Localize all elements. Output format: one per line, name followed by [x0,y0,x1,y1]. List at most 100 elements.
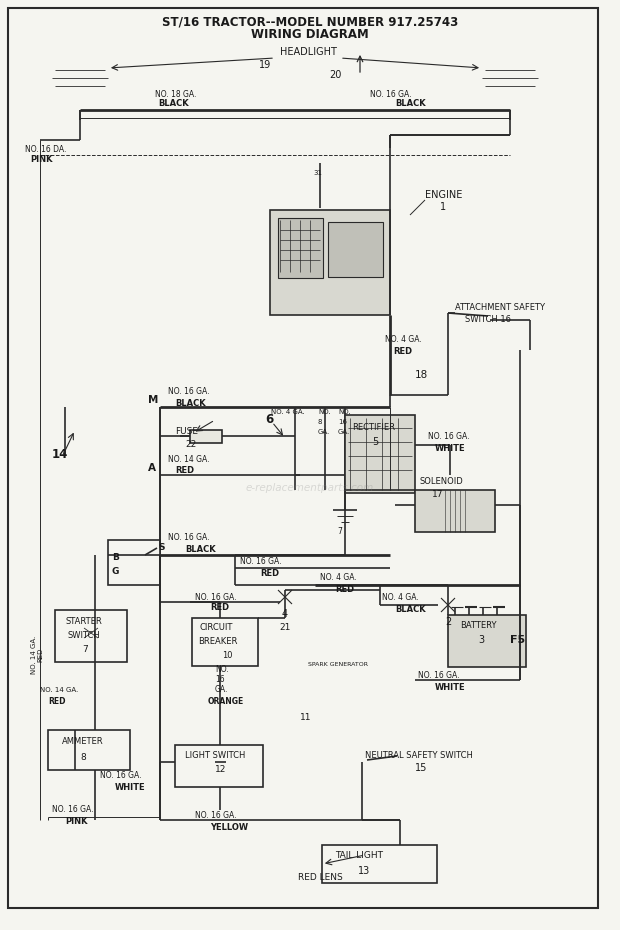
Ellipse shape [480,62,540,94]
Text: 8: 8 [80,752,86,762]
Text: SOLENOID: SOLENOID [420,477,464,486]
Bar [190,430,222,443]
Bar [108,540,160,585]
Text: 3: 3 [478,635,484,645]
Text: NO. 4 GA.: NO. 4 GA. [385,336,422,344]
Text: AMMETER: AMMETER [62,737,104,747]
Text: CIRCUIT: CIRCUIT [200,623,233,632]
Text: 4: 4 [282,609,288,619]
Text: 31: 31 [314,170,322,176]
Text: ENGINE: ENGINE [425,190,463,200]
Text: BATTERY: BATTERY [460,621,497,631]
Text: RED: RED [210,604,229,613]
Circle shape [397,757,407,767]
Text: WHITE: WHITE [435,445,466,454]
Text: NO. 14 GA.: NO. 14 GA. [40,687,78,693]
Text: 19: 19 [259,60,271,70]
Text: 14: 14 [52,448,68,461]
Bar [192,618,258,666]
Text: NO. 16 DA.: NO. 16 DA. [25,145,66,154]
Text: FUSE: FUSE [175,428,198,436]
Text: 12: 12 [215,765,226,775]
Text: NO. 16 GA.: NO. 16 GA. [428,432,469,442]
Bar [448,615,526,667]
Polygon shape [488,94,532,110]
Text: GA.: GA. [318,429,330,435]
Text: 1: 1 [440,202,446,212]
Text: ORANGE: ORANGE [208,698,244,707]
Text: 8: 8 [318,419,322,425]
Text: SPARK GENERATOR: SPARK GENERATOR [308,662,368,668]
Text: PINK: PINK [30,155,53,165]
Text: 10: 10 [222,650,232,659]
Text: NO. 4 GA.: NO. 4 GA. [271,409,305,415]
Bar [328,222,383,277]
Text: NO. 16 GA.: NO. 16 GA. [195,592,236,602]
Text: NO. 16 GA.: NO. 16 GA. [418,671,459,680]
Text: 16: 16 [338,419,347,425]
Text: 20: 20 [329,70,341,80]
Text: F5: F5 [510,635,525,645]
Text: BLACK: BLACK [395,605,425,615]
Text: RED LENS: RED LENS [298,873,342,883]
Circle shape [357,757,367,767]
Circle shape [136,568,144,576]
Text: NO. 18 GA.: NO. 18 GA. [155,90,197,100]
Text: GA.: GA. [338,429,350,435]
Polygon shape [58,94,102,110]
Text: NO. 4 GA.: NO. 4 GA. [320,574,356,582]
Text: NO.: NO. [338,409,351,415]
Text: e-replacementparts.com: e-replacementparts.com [246,483,374,493]
Text: NO. 16 GA.: NO. 16 GA. [195,811,236,819]
Text: 7: 7 [337,527,342,537]
Text: NO.: NO. [215,666,229,674]
Text: RED: RED [335,586,354,594]
Text: LIGHT SWITCH: LIGHT SWITCH [185,751,246,760]
Text: ATTACHMENT SAFETY: ATTACHMENT SAFETY [455,303,545,312]
Text: G: G [112,567,120,577]
Circle shape [136,554,144,562]
Text: NO. 16 GA.: NO. 16 GA. [370,90,412,100]
Bar [48,730,130,770]
Text: NEUTRAL SAFETY SWITCH: NEUTRAL SAFETY SWITCH [365,751,473,760]
Bar [345,415,415,493]
Bar [175,745,263,787]
Text: STARTER: STARTER [65,618,102,627]
Text: NO. 16 GA.: NO. 16 GA. [100,770,141,779]
Text: 15: 15 [415,763,427,773]
Text: BREAKER: BREAKER [198,636,237,645]
Bar [55,610,127,662]
Bar [322,845,437,883]
Text: B: B [112,553,119,563]
Text: BLACK: BLACK [158,100,188,109]
Text: BLACK: BLACK [185,544,216,553]
Text: M: M [148,395,158,405]
Bar [415,490,495,532]
Text: S: S [158,543,164,552]
Text: SWITCH 16: SWITCH 16 [465,315,511,325]
Text: NO.: NO. [318,409,330,415]
Circle shape [156,471,164,479]
Text: 6: 6 [265,414,273,427]
Text: NO. 14 GA.
RED: NO. 14 GA. RED [30,636,43,674]
Text: RECTIFIER: RECTIFIER [352,423,395,432]
Text: 17: 17 [432,490,443,499]
Text: RED: RED [393,348,412,356]
Text: 2: 2 [445,617,451,627]
Bar [278,218,323,278]
Text: SWITCH: SWITCH [67,631,100,640]
Text: PINK: PINK [65,817,87,827]
Text: 13: 13 [358,866,370,876]
Text: TAIL LIGHT: TAIL LIGHT [335,852,383,860]
Text: WHITE: WHITE [115,782,146,791]
Text: RED: RED [260,568,279,578]
Text: NO. 16 GA.: NO. 16 GA. [240,557,281,566]
Text: 18: 18 [415,370,428,380]
Text: NO. 16 GA.: NO. 16 GA. [52,805,94,815]
Circle shape [442,308,452,318]
Circle shape [486,315,496,325]
Text: RED: RED [175,467,194,475]
Text: 5: 5 [372,437,378,447]
Text: HEADLIGHT: HEADLIGHT [280,47,337,57]
Text: WHITE: WHITE [435,683,466,692]
